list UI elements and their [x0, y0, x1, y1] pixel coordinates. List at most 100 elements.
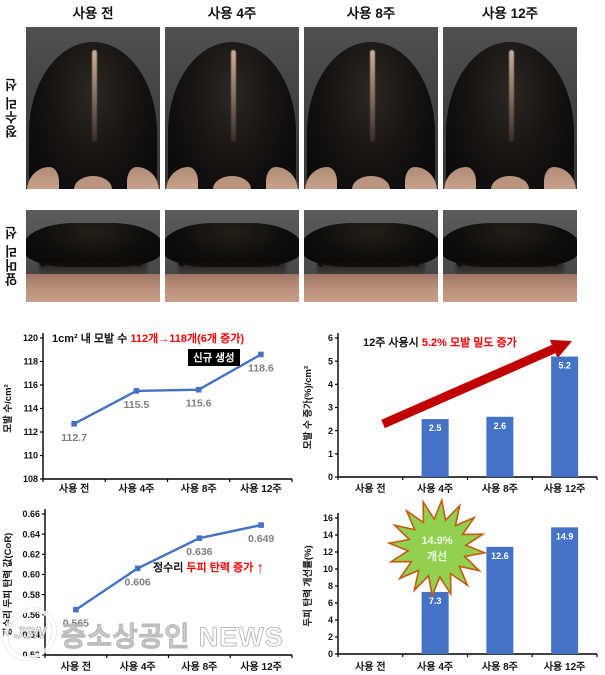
line-chart-scalp-elasticity: 정수리 두피 탄력 증가 ↑ 0.52 0.54 0.56 0.58 0.60 0.62 0.…: [0, 497, 300, 675]
svg-text:118: 118: [23, 357, 38, 367]
svg-text:0: 0: [328, 472, 333, 482]
photo-crown-week8: [304, 27, 438, 189]
svg-text:2.5: 2.5: [429, 423, 442, 433]
svg-text:두피 탄력 개선률(%): 두피 탄력 개선률(%): [302, 545, 314, 626]
bar-chart-hair-density: 12주 사용시 5.2% 모발 밀도 증가 0 1 2 3 4 5 6 사용 전 사용 4주 사용…: [300, 325, 605, 497]
svg-text:사용 4주: 사용 4주: [120, 660, 156, 673]
svg-text:사용 전: 사용 전: [59, 482, 89, 495]
photo-hairline-week8: [304, 210, 438, 302]
chart-title: 1cm² 내 모발 수 112개→118개(6개 증가): [52, 333, 244, 345]
svg-text:0.636: 0.636: [186, 546, 212, 558]
svg-text:14: 14: [323, 530, 333, 540]
column-header-week8: 사용 8주: [346, 6, 396, 21]
column-header-week4: 사용 4주: [207, 6, 257, 21]
svg-text:6: 6: [328, 333, 333, 343]
svg-text:사용 8주: 사용 8주: [181, 660, 217, 673]
svg-text:사용 8주: 사용 8주: [482, 482, 518, 495]
photo-hairline-week12: [443, 210, 577, 302]
svg-text:110: 110: [23, 451, 38, 461]
row-label-front-hairline: 앞머리 선: [4, 225, 20, 287]
column-header-before: 사용 전: [72, 6, 114, 21]
row-label-crown-line: 정수리 선: [4, 77, 20, 139]
part-line: [508, 49, 514, 142]
svg-text:0.606: 0.606: [124, 576, 150, 588]
svg-text:2: 2: [328, 426, 333, 436]
line-chart-svg: 0.52 0.54 0.56 0.58 0.60 0.62 0.64 0.66 사용 전 사용 4…: [2, 509, 293, 673]
svg-text:0.60: 0.60: [22, 570, 40, 580]
news-watermark: JSN 중소상공인 NEWS: [0, 608, 284, 660]
part-line: [91, 49, 97, 142]
line-chart-svg: 108 110 112 114 116 118 120 사용 전 사용 4주 사용 8주 사용 12…: [2, 333, 293, 495]
svg-text:사용 12주: 사용 12주: [544, 482, 586, 495]
svg-text:0.52: 0.52: [22, 650, 40, 660]
svg-text:14.9: 14.9: [556, 531, 574, 541]
svg-text:2.6: 2.6: [494, 421, 507, 431]
svg-text:12: 12: [323, 547, 333, 557]
crown-photo-row: [26, 27, 577, 189]
svg-text:사용 전: 사용 전: [355, 482, 385, 495]
bar-chart-elasticity-improvement: 0 2 4 6 8 10 12 14 16 사용 전 사용 4주 사용 8주 사용 12주 두피 탄력 개…: [300, 497, 605, 675]
svg-text:사용 전: 사용 전: [355, 660, 385, 673]
svg-text:사용 4주: 사용 4주: [118, 482, 154, 495]
svg-text:사용 4주: 사용 4주: [417, 660, 453, 673]
bar-chart-svg: 0 1 2 3 4 5 6 사용 전 사용 4주 사용 8주 사용 12주 모발 수 증가(%)/cm…: [302, 333, 598, 495]
svg-text:12.6: 12.6: [491, 551, 509, 561]
svg-text:16: 16: [323, 513, 333, 523]
svg-text:5: 5: [328, 356, 333, 366]
svg-text:0.58: 0.58: [22, 590, 40, 600]
svg-text:모발 수 증가(%)/cm²: 모발 수 증가(%)/cm²: [302, 366, 314, 449]
photo-hairline-week4: [165, 210, 299, 302]
front-hairline-photo-row: [26, 210, 577, 302]
column-header-week12: 사용 12주: [481, 6, 539, 21]
svg-text:0.649: 0.649: [248, 533, 274, 545]
svg-text:0.64: 0.64: [22, 529, 40, 539]
svg-text:116: 116: [23, 380, 38, 390]
svg-text:0.66: 0.66: [22, 509, 40, 519]
svg-text:3: 3: [328, 403, 333, 413]
svg-text:120: 120: [23, 333, 38, 343]
svg-text:0.62: 0.62: [22, 549, 40, 559]
svg-text:사용 전: 사용 전: [61, 660, 91, 673]
svg-text:115.5: 115.5: [124, 399, 150, 411]
svg-text:0.56: 0.56: [22, 610, 40, 620]
svg-text:5.2: 5.2: [558, 361, 571, 371]
photo-crown-week12: [443, 27, 577, 189]
svg-text:118.6: 118.6: [248, 362, 274, 374]
svg-text:모발 수/cm²: 모발 수/cm²: [2, 384, 14, 432]
svg-text:112.7: 112.7: [61, 432, 87, 444]
svg-text:112: 112: [23, 427, 38, 437]
svg-text:8: 8: [328, 581, 333, 591]
svg-text:4: 4: [328, 380, 333, 390]
svg-text:6: 6: [328, 598, 333, 608]
elasticity-annotation: 정수리 두피 탄력 증가 ↑: [153, 560, 265, 577]
svg-text:114: 114: [23, 404, 38, 414]
svg-text:사용 12주: 사용 12주: [240, 660, 282, 673]
chart-title: 12주 사용시 5.2% 모발 밀도 증가: [363, 337, 517, 349]
photo-crown-week4: [165, 27, 299, 189]
photo-crown-before: [26, 27, 160, 189]
svg-text:사용 12주: 사용 12주: [544, 660, 586, 673]
svg-text:사용 8주: 사용 8주: [482, 660, 518, 673]
jsn-logo-icon: JSN: [0, 608, 60, 660]
svg-text:1: 1: [328, 449, 333, 459]
part-line: [230, 49, 236, 142]
svg-text:사용 12주: 사용 12주: [240, 482, 282, 495]
svg-text:7.3: 7.3: [429, 596, 442, 606]
new-growth-badge: 신규 생성: [188, 349, 240, 366]
svg-text:115.6: 115.6: [186, 398, 212, 410]
watermark-text: 중소상공인 NEWS: [61, 621, 284, 652]
photo-hairline-before: [26, 210, 160, 302]
svg-text:정수리 두피 탄력 값(CoR): 정수리 두피 탄력 값(CoR): [2, 533, 14, 637]
line-chart-hair-count: 1cm² 내 모발 수 112개→118개(6개 증가) 신규 생성 108 11…: [0, 325, 300, 497]
svg-text:4: 4: [328, 615, 333, 625]
up-arrow-icon: ↑: [256, 560, 265, 577]
column-headers: 사용 전 사용 4주 사용 8주 사용 12주: [26, 2, 577, 22]
svg-text:0.54: 0.54: [22, 630, 40, 640]
svg-text:108: 108: [23, 474, 38, 484]
svg-text:10: 10: [323, 564, 333, 574]
svg-text:사용 8주: 사용 8주: [181, 482, 217, 495]
svg-text:0.565: 0.565: [63, 618, 89, 630]
part-line: [369, 49, 375, 142]
svg-text:2: 2: [328, 632, 333, 642]
